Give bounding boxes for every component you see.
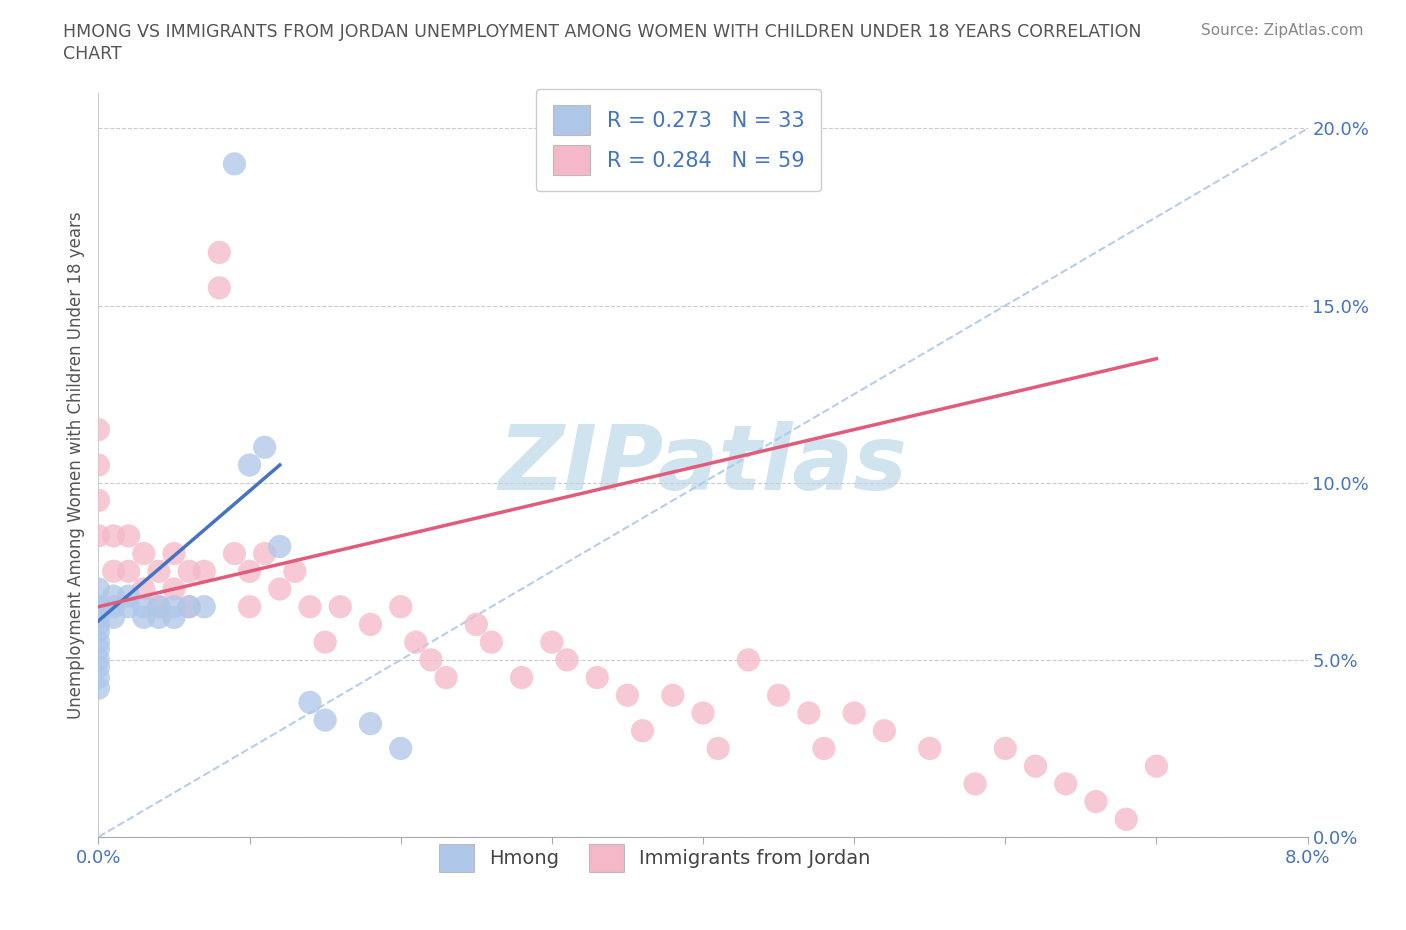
Point [148,599,170,614]
Point [314,712,336,727]
Point [405,634,427,649]
Point [510,671,533,685]
Point [87,599,110,614]
Point [299,599,322,614]
Point [299,695,322,710]
Point [360,617,382,631]
Point [148,564,170,578]
Point [360,716,382,731]
Point [87,642,110,657]
Text: CHART: CHART [63,45,122,62]
Point [1146,759,1168,774]
Point [555,653,578,668]
Point [616,688,638,703]
Point [179,599,201,614]
Point [918,741,941,756]
Point [420,653,443,668]
Point [1054,777,1077,791]
Point [224,546,246,561]
Text: HMONG VS IMMIGRANTS FROM JORDAN UNEMPLOYMENT AMONG WOMEN WITH CHILDREN UNDER 18 : HMONG VS IMMIGRANTS FROM JORDAN UNEMPLOY… [63,23,1142,41]
Point [103,564,125,578]
Point [148,599,170,614]
Point [253,440,276,455]
Point [844,706,866,721]
Point [132,546,155,561]
Point [873,724,896,738]
Point [631,724,654,738]
Point [586,671,609,685]
Point [193,564,215,578]
Point [87,681,110,696]
Point [813,741,835,756]
Text: Source: ZipAtlas.com: Source: ZipAtlas.com [1201,23,1364,38]
Point [540,634,562,649]
Point [87,599,110,614]
Point [768,688,790,703]
Point [163,610,186,625]
Point [284,564,307,578]
Legend: Hmong, Immigrants from Jordan: Hmong, Immigrants from Jordan [432,836,879,880]
Point [797,706,820,721]
Point [163,581,186,596]
Point [118,599,141,614]
Point [269,581,291,596]
Point [965,777,987,791]
Point [1025,759,1047,774]
Point [87,528,110,543]
Point [179,564,201,578]
Point [118,589,141,604]
Point [103,589,125,604]
Point [329,599,352,614]
Point [434,671,457,685]
Point [163,599,186,614]
Point [103,610,125,625]
Point [87,671,110,685]
Point [994,741,1017,756]
Point [87,624,110,639]
Point [118,564,141,578]
Point [314,634,336,649]
Point [87,634,110,649]
Point [87,659,110,674]
Point [148,610,170,625]
Point [103,599,125,614]
Point [179,599,201,614]
Y-axis label: Unemployment Among Women with Children Under 18 years: Unemployment Among Women with Children U… [66,211,84,719]
Point [239,458,262,472]
Point [87,617,110,631]
Point [481,634,503,649]
Point [87,422,110,437]
Point [87,653,110,668]
Point [132,581,155,596]
Point [269,539,291,554]
Point [737,653,759,668]
Point [465,617,488,631]
Point [87,458,110,472]
Text: ZIPatlas: ZIPatlas [499,421,907,509]
Point [87,599,110,614]
Point [163,546,186,561]
Point [87,610,110,625]
Point [1085,794,1108,809]
Point [389,741,412,756]
Point [389,599,412,614]
Point [87,581,110,596]
Point [239,599,262,614]
Point [118,528,141,543]
Point [253,546,276,561]
Point [132,599,155,614]
Point [224,156,246,171]
Point [132,610,155,625]
Point [193,599,215,614]
Point [208,281,231,296]
Point [707,741,730,756]
Point [103,528,125,543]
Point [208,245,231,259]
Point [87,493,110,508]
Point [692,706,714,721]
Point [239,564,262,578]
Point [661,688,683,703]
Point [1115,812,1137,827]
